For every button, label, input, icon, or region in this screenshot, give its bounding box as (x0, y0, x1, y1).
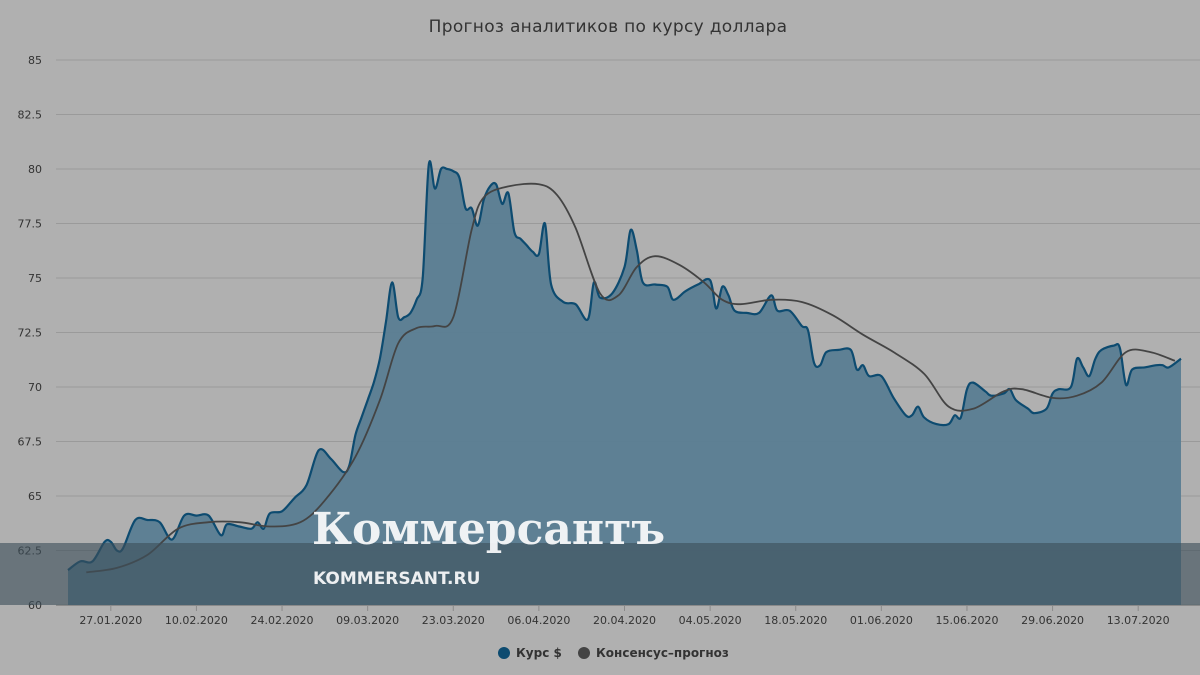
y-tick-label: 75 (28, 272, 42, 285)
legend-item[interactable]: Консенсус–прогноз (578, 646, 729, 660)
x-tick-label: 15.06.2020 (935, 614, 998, 627)
x-tick-label: 01.06.2020 (850, 614, 913, 627)
series-line-rate (67, 160, 1182, 572)
y-tick-label: 67.5 (18, 436, 43, 449)
x-axis: 27.01.2020 10.02.2020 24.02.2020 09.03.2020… (56, 605, 1200, 627)
y-tick-label: 65 (28, 490, 42, 503)
x-tick-label: 24.02.2020 (251, 614, 314, 627)
watermark-brand: Коммерсантъ (312, 504, 665, 555)
legend-item[interactable]: Курс $ (498, 646, 562, 660)
x-tick-label: 20.04.2020 (593, 614, 656, 627)
y-tick-label: 80 (28, 163, 42, 176)
x-tick-label: 18.05.2020 (764, 614, 827, 627)
plot-area (67, 160, 1182, 605)
x-tick-label: 27.01.2020 (79, 614, 142, 627)
x-tick-label: 29.06.2020 (1021, 614, 1084, 627)
series-line-consensus (86, 182, 1176, 574)
x-tick-label: 23.03.2020 (422, 614, 485, 627)
y-tick-label: 82.5 (18, 109, 43, 122)
y-tick-label: 70 (28, 381, 42, 394)
legend: Курс $ Консенсус–прогноз (498, 646, 729, 660)
legend-label: Курс $ (516, 646, 562, 660)
y-tick-label: 77.5 (18, 218, 43, 231)
watermark-url: KOMMERSANT.RU (313, 569, 480, 589)
x-tick-label: 04.05.2020 (679, 614, 742, 627)
chart-title: Прогноз аналитиков по курсу доллара (429, 17, 788, 37)
y-tick-label: 85 (28, 54, 42, 67)
legend-marker (578, 647, 590, 659)
series-area-fill (68, 161, 1181, 605)
x-tick-label: 06.04.2020 (507, 614, 570, 627)
watermark-band (0, 543, 1200, 605)
legend-label: Консенсус–прогноз (596, 646, 729, 660)
x-tick-label: 09.03.2020 (336, 614, 399, 627)
watermark: Коммерсантъ KOMMERSANT.RU (0, 504, 1200, 605)
x-tick-label: 13.07.2020 (1107, 614, 1170, 627)
legend-marker (498, 647, 510, 659)
y-tick-label: 72.5 (18, 327, 43, 340)
x-tick-label: 10.02.2020 (165, 614, 228, 627)
